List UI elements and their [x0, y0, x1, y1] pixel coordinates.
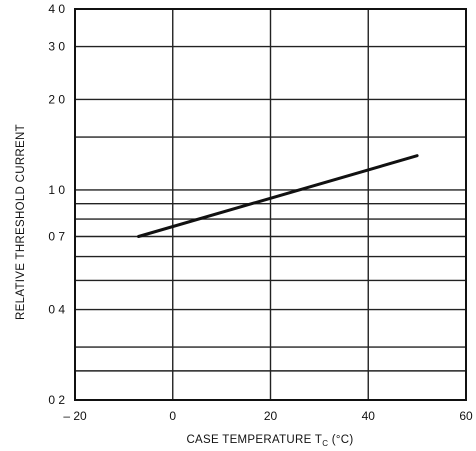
data-series [137, 154, 419, 238]
x-tick-label: 20 [264, 409, 278, 423]
y-tick-label: 4 0 [48, 2, 65, 16]
x-tick-label: – 20 [63, 409, 87, 423]
y-tick-label: 0 4 [48, 303, 65, 317]
series-line [137, 154, 419, 238]
x-tick-label: 60 [459, 409, 473, 423]
y-axis-label: RELATIVE THRESHOLD CURRENT [15, 124, 27, 320]
x-axis-label-unit: (°C) [328, 434, 353, 446]
x-axis-label: CASE TEMPERATURE TC (°C) [186, 434, 353, 448]
x-axis-label-main: CASE TEMPERATURE T [186, 434, 322, 446]
plot-frame [74, 8, 467, 401]
x-gridlines [74, 9, 467, 400]
x-tick-labels: – 20 0 20 40 60 [63, 409, 473, 423]
x-axis-label-subscript: C [322, 439, 328, 448]
y-tick-label: 0 2 [48, 393, 65, 407]
x-tick-label: 0 [169, 409, 176, 423]
x-tick-label: 40 [362, 409, 376, 423]
y-tick-labels: 0 2 0 4 0 7 1 0 2 0 3 0 4 0 [48, 2, 65, 407]
y-tick-label: 2 0 [48, 92, 65, 106]
y-tick-label: 1 0 [48, 183, 65, 197]
y-tick-label: 0 7 [48, 229, 65, 243]
y-tick-label: 3 0 [48, 40, 65, 54]
